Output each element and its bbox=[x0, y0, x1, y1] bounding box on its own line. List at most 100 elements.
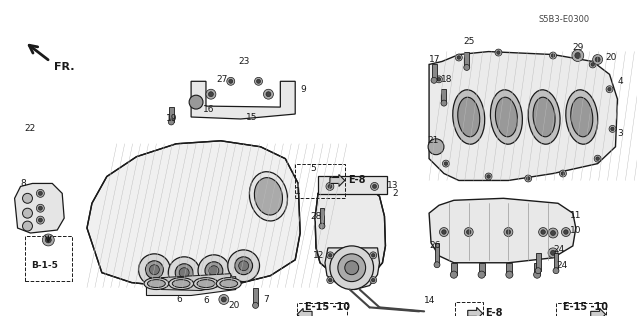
Text: 20: 20 bbox=[605, 53, 617, 62]
Circle shape bbox=[168, 257, 200, 289]
Ellipse shape bbox=[250, 172, 287, 221]
Circle shape bbox=[435, 76, 442, 83]
Circle shape bbox=[228, 250, 259, 282]
Text: 24: 24 bbox=[556, 261, 567, 270]
Circle shape bbox=[608, 87, 611, 91]
Text: 14: 14 bbox=[424, 296, 435, 305]
Circle shape bbox=[36, 204, 44, 212]
Text: 2: 2 bbox=[392, 189, 398, 198]
Text: 10: 10 bbox=[570, 226, 581, 234]
Circle shape bbox=[206, 89, 216, 99]
Circle shape bbox=[38, 206, 42, 210]
Circle shape bbox=[437, 78, 441, 81]
Bar bbox=[479, 263, 484, 275]
Circle shape bbox=[328, 278, 332, 282]
Circle shape bbox=[591, 63, 595, 66]
Circle shape bbox=[548, 228, 558, 238]
Ellipse shape bbox=[571, 97, 593, 137]
Circle shape bbox=[327, 277, 333, 284]
Bar bbox=[554, 253, 559, 271]
Circle shape bbox=[175, 264, 193, 282]
Circle shape bbox=[593, 55, 603, 64]
Circle shape bbox=[594, 155, 601, 162]
Circle shape bbox=[372, 184, 376, 189]
Text: 23: 23 bbox=[239, 57, 250, 66]
Circle shape bbox=[42, 234, 54, 246]
Circle shape bbox=[534, 271, 541, 278]
Polygon shape bbox=[591, 308, 605, 319]
Bar bbox=[451, 263, 457, 275]
Circle shape bbox=[611, 127, 614, 131]
Text: 19: 19 bbox=[166, 115, 178, 123]
Circle shape bbox=[370, 277, 377, 284]
Text: 28: 28 bbox=[310, 212, 321, 221]
Polygon shape bbox=[330, 174, 345, 186]
Bar bbox=[556, 303, 605, 319]
Circle shape bbox=[506, 230, 511, 234]
Circle shape bbox=[370, 252, 377, 259]
Circle shape bbox=[221, 297, 227, 302]
Circle shape bbox=[504, 227, 513, 236]
Circle shape bbox=[548, 248, 558, 258]
Circle shape bbox=[550, 52, 557, 59]
Circle shape bbox=[319, 223, 325, 229]
Bar bbox=[295, 164, 345, 198]
Circle shape bbox=[440, 227, 449, 236]
Ellipse shape bbox=[452, 90, 484, 144]
Polygon shape bbox=[429, 198, 576, 263]
Bar bbox=[431, 64, 436, 80]
Circle shape bbox=[596, 157, 600, 160]
Ellipse shape bbox=[193, 278, 218, 290]
Text: 3: 3 bbox=[618, 130, 623, 138]
Ellipse shape bbox=[220, 280, 237, 287]
Text: E-8: E-8 bbox=[486, 308, 503, 318]
Circle shape bbox=[138, 254, 170, 286]
Text: E-15 -10: E-15 -10 bbox=[563, 302, 608, 312]
Polygon shape bbox=[429, 52, 618, 181]
Ellipse shape bbox=[495, 97, 517, 137]
Bar bbox=[442, 89, 447, 103]
Polygon shape bbox=[191, 81, 295, 119]
Circle shape bbox=[22, 208, 33, 218]
Circle shape bbox=[227, 77, 235, 85]
Circle shape bbox=[371, 182, 378, 190]
Ellipse shape bbox=[172, 280, 190, 287]
Circle shape bbox=[45, 237, 51, 243]
Circle shape bbox=[205, 262, 223, 280]
Polygon shape bbox=[161, 274, 231, 291]
Circle shape bbox=[561, 172, 564, 175]
Text: 21: 21 bbox=[427, 136, 438, 145]
Circle shape bbox=[327, 252, 333, 259]
Bar bbox=[506, 263, 513, 275]
Ellipse shape bbox=[197, 280, 215, 287]
Circle shape bbox=[345, 261, 358, 275]
Circle shape bbox=[539, 227, 548, 236]
Circle shape bbox=[551, 54, 555, 57]
Circle shape bbox=[464, 64, 470, 70]
Text: 16: 16 bbox=[203, 105, 214, 114]
Circle shape bbox=[22, 193, 33, 203]
Circle shape bbox=[434, 262, 440, 268]
Circle shape bbox=[553, 268, 559, 274]
Ellipse shape bbox=[169, 278, 193, 290]
Circle shape bbox=[497, 51, 500, 54]
Circle shape bbox=[264, 89, 273, 99]
Circle shape bbox=[444, 162, 447, 165]
Circle shape bbox=[550, 250, 556, 255]
Bar bbox=[253, 287, 258, 305]
Circle shape bbox=[595, 57, 600, 62]
Circle shape bbox=[572, 49, 584, 62]
Text: 15: 15 bbox=[246, 113, 257, 122]
Bar bbox=[297, 303, 347, 319]
Circle shape bbox=[541, 230, 545, 234]
Circle shape bbox=[38, 218, 42, 222]
Circle shape bbox=[189, 95, 203, 109]
Text: 20: 20 bbox=[228, 301, 240, 310]
Text: 17: 17 bbox=[429, 55, 440, 64]
Circle shape bbox=[441, 100, 447, 106]
Text: 24: 24 bbox=[553, 245, 564, 254]
Bar bbox=[536, 253, 541, 271]
Circle shape bbox=[209, 266, 219, 276]
Circle shape bbox=[455, 54, 462, 61]
Bar bbox=[435, 243, 440, 265]
